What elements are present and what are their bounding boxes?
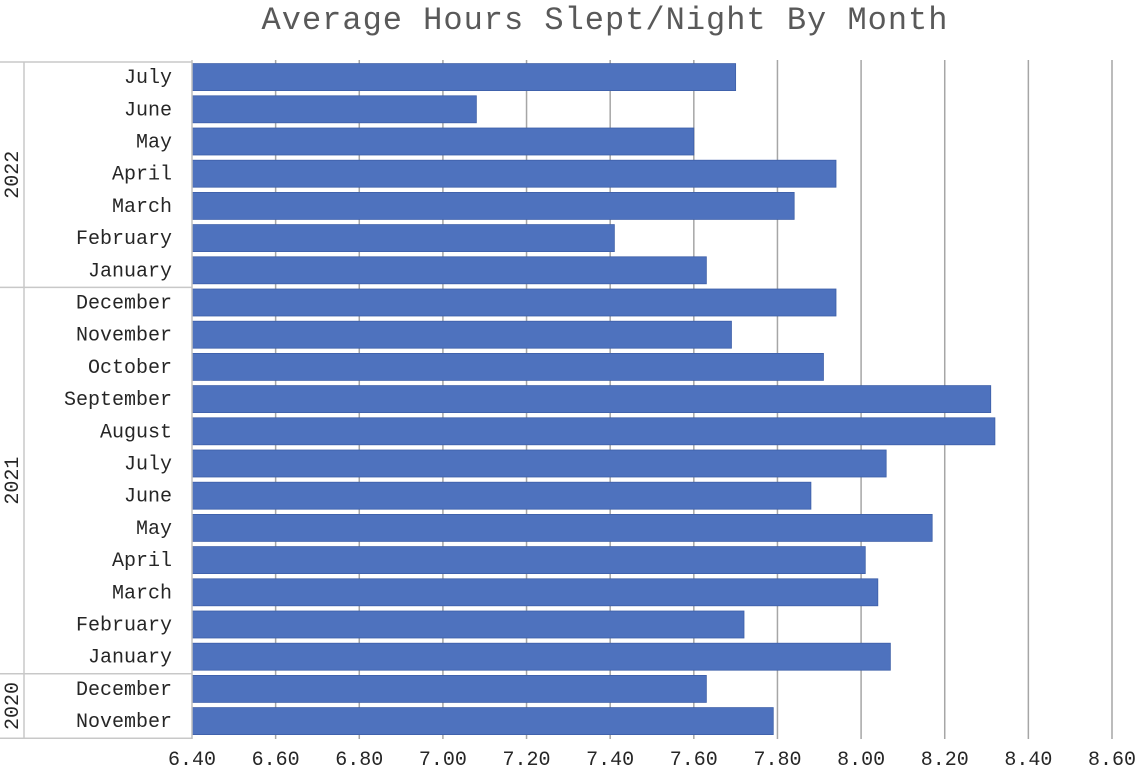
x-tick-label: 8.40 (1004, 749, 1052, 772)
x-tick-label: 8.00 (837, 749, 885, 772)
category-label: April (112, 550, 172, 573)
bar (191, 610, 745, 639)
category-label: March (112, 582, 172, 605)
category-label: March (112, 196, 172, 219)
x-tick-label: 7.80 (753, 749, 801, 772)
bar (191, 546, 866, 574)
bar (191, 95, 477, 124)
bar (191, 481, 812, 510)
bar (191, 256, 707, 285)
group-label: 2020 (2, 682, 25, 730)
x-tick-label: 7.40 (586, 749, 634, 772)
bar (191, 288, 837, 317)
bar (191, 127, 695, 156)
bar (191, 320, 732, 349)
group-label: 2022 (2, 151, 25, 199)
x-tick-label: 6.80 (335, 749, 383, 772)
bar (191, 224, 615, 253)
category-label: February (76, 615, 172, 638)
category-label: April (112, 164, 172, 187)
category-label: December (76, 679, 172, 702)
bar (191, 63, 737, 91)
category-label: January (88, 260, 172, 283)
category-label: November (76, 711, 172, 734)
category-label: June (124, 99, 172, 122)
x-tick-label: 8.20 (921, 749, 969, 772)
bar (191, 385, 992, 414)
bar (191, 352, 824, 381)
category-label: December (76, 293, 172, 316)
bar (191, 514, 933, 542)
x-tick-label: 8.60 (1088, 749, 1136, 772)
bar (191, 578, 879, 607)
bar (191, 417, 996, 446)
bar (191, 642, 891, 671)
category-label: June (124, 486, 172, 509)
x-tick-label: 6.40 (168, 749, 216, 772)
bar (191, 191, 795, 220)
category-label: July (124, 454, 172, 477)
bar (191, 449, 887, 478)
x-tick-label: 7.00 (419, 749, 467, 772)
category-label: September (64, 389, 172, 412)
x-tick-label: 6.60 (252, 749, 300, 772)
bar (191, 707, 774, 735)
category-label: May (136, 518, 172, 541)
category-label: August (100, 421, 172, 444)
category-label: May (136, 132, 172, 155)
category-label: January (88, 647, 172, 670)
bar (191, 159, 837, 188)
category-label: July (124, 67, 172, 90)
category-label: November (76, 325, 172, 348)
category-label: October (88, 357, 172, 380)
bar (191, 675, 707, 703)
x-tick-label: 7.60 (670, 749, 718, 772)
category-label: February (76, 228, 172, 251)
chart-title: Average Hours Slept/Night By Month (261, 2, 949, 39)
group-label: 2021 (2, 457, 25, 505)
x-tick-label: 7.20 (503, 749, 551, 772)
